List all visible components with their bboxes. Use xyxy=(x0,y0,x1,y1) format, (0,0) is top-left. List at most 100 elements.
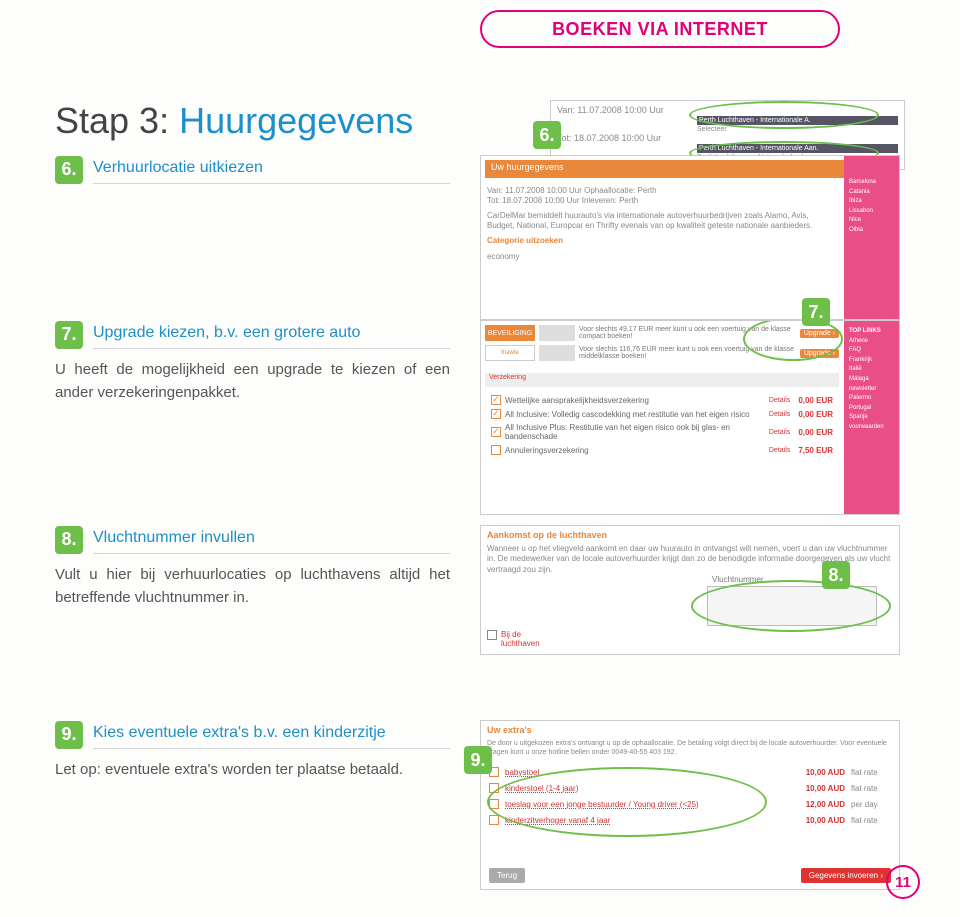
toplink[interactable]: Málaga xyxy=(849,375,895,385)
thumb-8: Aankomst op de luchthaven Wanneer u op h… xyxy=(480,525,900,655)
checkbox[interactable] xyxy=(491,427,501,437)
city: Nice xyxy=(849,216,895,226)
city: Ibiza xyxy=(849,197,895,207)
t8-hdr: Aankomst op de luchthaven xyxy=(481,526,899,544)
highlight-oval-9 xyxy=(487,767,767,837)
toplink[interactable]: voorwaarden xyxy=(849,423,895,433)
label-8: Vluchtnummer invullen xyxy=(93,525,450,554)
section-9: 9. Kies eventuele extra's b.v. een kinde… xyxy=(55,720,905,890)
toplinks-hdr: TOP LINKS xyxy=(849,327,895,337)
thumb-9: Uw extra's De door u uitgekozen extra's … xyxy=(480,720,900,890)
page-title: Stap 3: Huurgegevens xyxy=(55,100,413,142)
mini6-tot: Tot: 18.07.2008 10:00 Uur xyxy=(557,133,898,143)
page-header: BOEKEN VIA INTERNET xyxy=(480,10,840,48)
badge-8: 8. xyxy=(55,526,83,554)
toplink[interactable]: newsletter xyxy=(849,385,895,395)
check-row: All Inclusive: Volledig cascodekking met… xyxy=(491,409,833,419)
car-icon xyxy=(539,345,575,361)
badge-7: 7. xyxy=(55,321,83,349)
next-button[interactable]: Gegevens invoeren › xyxy=(801,868,891,883)
body-7: U heeft de mogelijkheid een upgrade te k… xyxy=(55,359,450,404)
checkbox[interactable] xyxy=(491,409,501,419)
thumb6-cat: Categorie uitzoeken xyxy=(487,236,837,246)
back-button[interactable]: Terug xyxy=(489,868,525,883)
extra-checkbox[interactable] xyxy=(489,815,499,825)
body-8: Vult u hier bij verhuurlocaties op lucht… xyxy=(55,564,450,609)
thumb6-desc: CarDelMar bemiddelt huurauto's via inter… xyxy=(487,211,837,232)
details-link[interactable]: Details xyxy=(769,429,790,436)
badge-7-thumb: 7. xyxy=(802,298,830,326)
highlight-oval-6a xyxy=(689,101,879,129)
extra-unit: per day xyxy=(851,800,891,809)
check-row: Wettelijke aansprakelijkheidsverzekering… xyxy=(491,395,833,405)
t7-checks: Wettelijke aansprakelijkheidsverzekering… xyxy=(481,389,899,461)
thumb6-cities: Barcelona Catania Ibiza Lissabon Nice Ol… xyxy=(847,176,897,238)
toplink[interactable]: Italië xyxy=(849,365,895,375)
t9-body: De door u uitgekozen extra's ontvangt u … xyxy=(481,739,899,761)
details-link[interactable]: Details xyxy=(769,447,790,454)
label-6: Verhuurlocatie uitkiezen xyxy=(93,155,450,184)
t9-hdr: Uw extra's xyxy=(481,721,899,739)
check-label: All Inclusive: Volledig cascodekking met… xyxy=(505,410,765,419)
badge-6-mini: 6. xyxy=(533,121,561,149)
extra-price: 10,00 AUD xyxy=(806,784,845,793)
check-price: 0,00 EUR xyxy=(798,396,833,405)
title-prefix: Stap 3: xyxy=(55,100,179,141)
thumb7-toplinks: TOP LINKS AtheneFAQFrankrijkItaliëMálaga… xyxy=(847,325,897,435)
cb-luchthaven-label: Bij de luchthaven xyxy=(501,630,551,648)
label-9: Kies eventuele extra's b.v. een kinderzi… xyxy=(93,720,450,749)
toplink[interactable]: Spanje xyxy=(849,413,895,423)
checkbox[interactable] xyxy=(491,395,501,405)
thumb-6: Uw huurgegevens Van: 11.07.2008 10:00 Uu… xyxy=(480,155,900,320)
label-7: Upgrade kiezen, b.v. een grotere auto xyxy=(93,320,450,349)
toplink[interactable]: Palermo xyxy=(849,394,895,404)
t7-lbl1: BEVEILIGING xyxy=(485,325,535,341)
car-icon xyxy=(539,325,575,341)
extra-price: 10,00 AUD xyxy=(806,816,845,825)
city: Barcelona xyxy=(849,178,895,188)
details-link[interactable]: Details xyxy=(769,397,790,404)
checkbox[interactable] xyxy=(491,445,501,455)
check-label: Wettelijke aansprakelijkheidsverzekering xyxy=(505,396,765,405)
toplink[interactable]: Portugal xyxy=(849,404,895,414)
extra-price: 10,00 AUD xyxy=(806,768,845,777)
header-title: BOEKEN VIA INTERNET xyxy=(552,19,768,40)
section-8: 8. Vluchtnummer invullen Vult u hier bij… xyxy=(55,525,905,655)
check-price: 0,00 EUR xyxy=(798,428,833,437)
thumb6-l1: Van: 11.07.2008 10:00 Uur Ophaallocatie:… xyxy=(487,186,837,196)
thumb-7: BEVEILIGING Voor slechts 49,17 EUR meer … xyxy=(480,320,900,515)
check-price: 7,50 EUR xyxy=(798,446,833,455)
check-label: Annuleringsverzekering xyxy=(505,446,765,455)
extra-unit: flat rate xyxy=(851,816,891,825)
thumb6-header: Uw huurgegevens xyxy=(485,160,895,178)
check-label: All Inclusive Plus: Restitutie van het e… xyxy=(505,423,765,441)
badge-9-thumb: 9. xyxy=(464,746,492,774)
details-link[interactable]: Details xyxy=(769,411,790,418)
badge-6: 6. xyxy=(55,156,83,184)
thumb6-econ: economy xyxy=(487,252,837,262)
t7-verzekering: Verzekering xyxy=(485,373,839,387)
cb-luchthaven[interactable] xyxy=(487,630,497,640)
badge-8-thumb: 8. xyxy=(822,561,850,589)
check-row: All Inclusive Plus: Restitutie van het e… xyxy=(491,423,833,441)
city: Olbia xyxy=(849,226,895,236)
city: Catania xyxy=(849,188,895,198)
badge-9: 9. xyxy=(55,721,83,749)
extra-price: 12,00 AUD xyxy=(806,800,845,809)
title-accent: Huurgegevens xyxy=(179,100,413,141)
page-number: 11 xyxy=(886,865,920,899)
toplink[interactable]: Athene xyxy=(849,337,895,347)
extra-unit: flat rate xyxy=(851,784,891,793)
city: Lissabon xyxy=(849,207,895,217)
highlight-oval-8 xyxy=(691,580,891,632)
thawte-badge: thawte xyxy=(485,345,535,361)
section-7: 7. Upgrade kiezen, b.v. een grotere auto… xyxy=(55,320,905,515)
check-row: Annuleringsverzekering Details 7,50 EUR xyxy=(491,445,833,455)
extra-unit: flat rate xyxy=(851,768,891,777)
toplink[interactable]: Frankrijk xyxy=(849,356,895,366)
body-9: Let op: eventuele extra's worden ter pla… xyxy=(55,759,450,782)
section-6: 6. Verhuurlocatie uitkiezen Uw huurgegev… xyxy=(55,155,905,320)
check-price: 0,00 EUR xyxy=(798,410,833,419)
thumb6-l2: Tot: 18.07.2008 10:00 Uur Inleveren: Per… xyxy=(487,196,837,206)
toplink[interactable]: FAQ xyxy=(849,346,895,356)
